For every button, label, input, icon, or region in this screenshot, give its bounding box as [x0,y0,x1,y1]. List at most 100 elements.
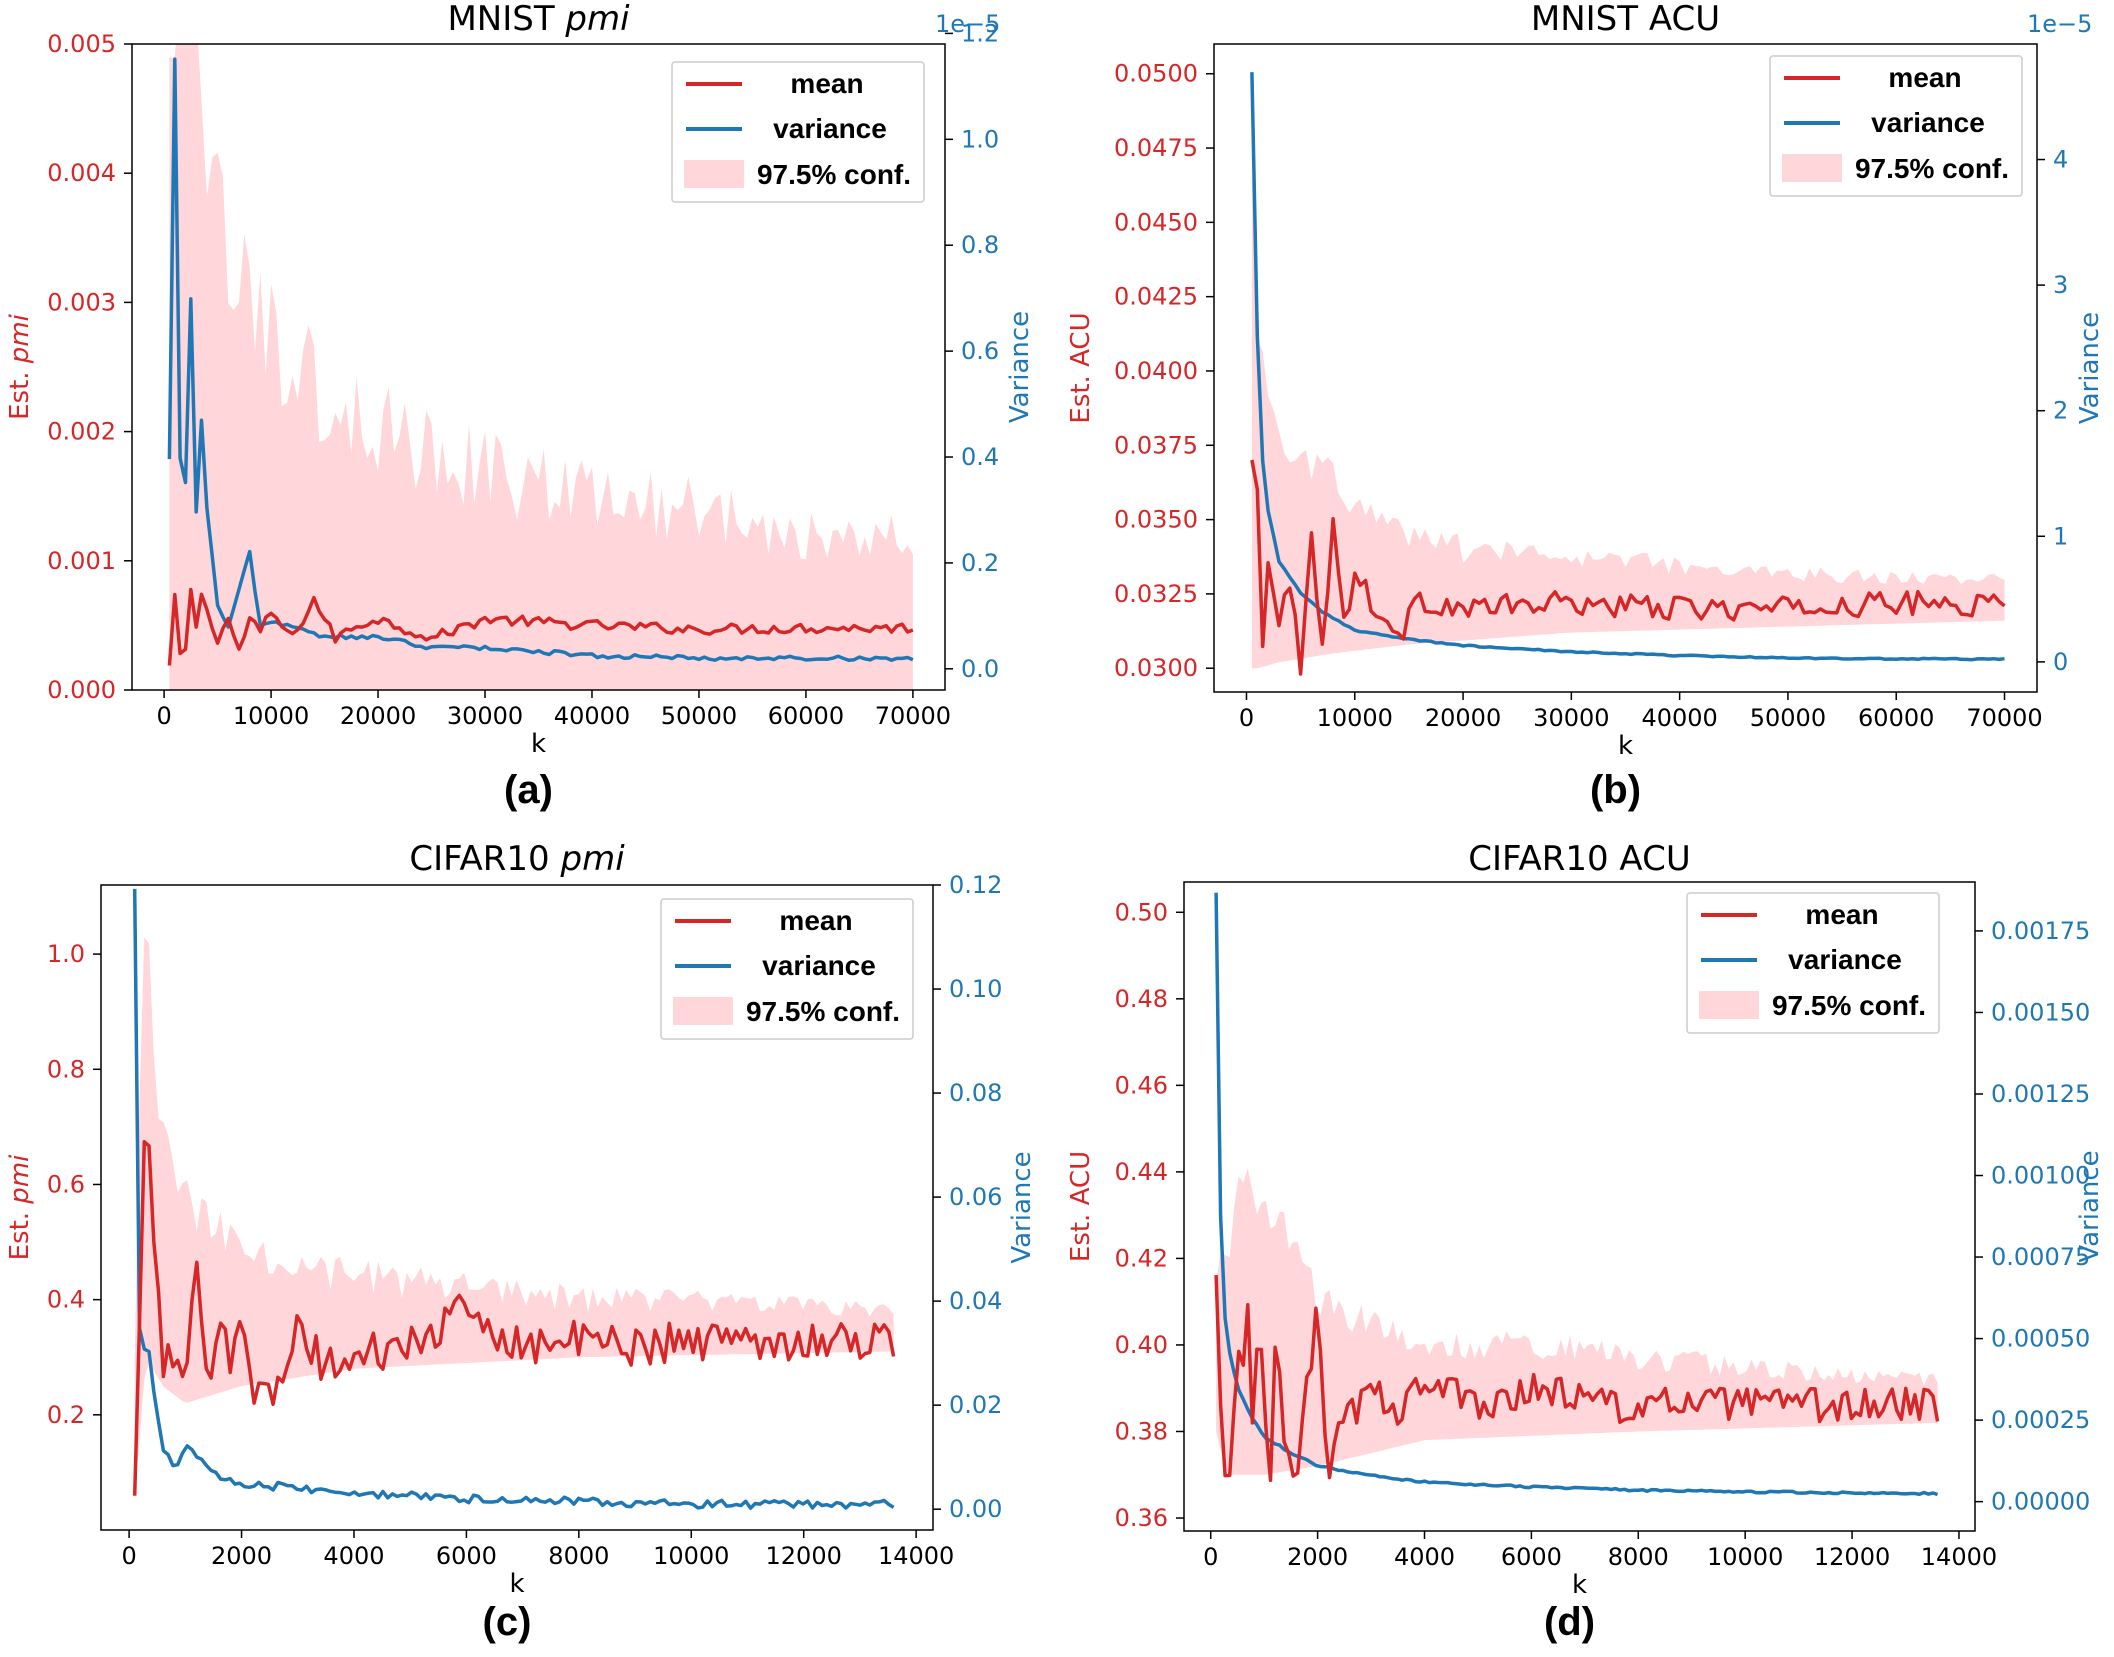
y-right-tick-label: 1 [2053,522,2068,550]
y-right-tick-label: 0.00 [949,1495,1002,1523]
y-left-tick-label: 0.2 [47,1401,85,1429]
x-tick-label: 20000 [1425,704,1501,732]
axes-frame [131,43,946,691]
y-right-tick-label: 0.06 [949,1183,1002,1211]
axes-frame [1183,881,1976,1532]
chart-title-main: CIFAR10 ACU [1468,839,1690,879]
x-tick-label: 12000 [766,1542,842,1570]
x-tick-label: 4000 [323,1542,384,1570]
panel-label: (b) [1590,768,1641,812]
x-tick-label: 30000 [1533,704,1609,732]
y-left-axis-label-main: Est. ACU [1066,312,1096,423]
y-left-tick-label: 0.0500 [1114,60,1198,88]
axes-frame [1213,43,2038,693]
y-left-axis-label-main: Est. ACU [1066,1151,1096,1262]
y-left-axis-label: Est. ACU [1066,312,1096,423]
legend-mean-label: mean [790,68,863,99]
y-right-tick-label: 0.00025 [1991,1406,2090,1434]
y-left-axis-label: Est. pmi [5,313,35,420]
y-left-tick-label: 0.6 [47,1170,85,1198]
x-tick-label: 0 [1203,1543,1218,1571]
x-tick-label: 70000 [875,702,951,730]
legend: mean variance 97.5% conf. [660,898,914,1040]
legend-variance-label: variance [1871,107,1985,138]
y-left-axis-label-italic: pmi [5,313,35,364]
chart-panel-1: 0 10000 20000 30000 40000 50000 60000 700000.00… [5,0,1035,812]
x-tick-label: 60000 [1858,704,1934,732]
chart-panel-3: 0 2000 4000 6000 8000 10000 12000 14000 0.2 0.4 0.… [5,839,1037,1644]
chart-title-main: MNIST [447,0,565,39]
chart-title: MNIST ACU [1531,0,1720,39]
chart-title: CIFAR10 ACU [1468,839,1690,879]
y-left-tick-label: 0.44 [1115,1158,1168,1186]
x-tick-label: 6000 [436,1542,497,1570]
legend-conf-swatch [673,997,733,1025]
y-left-tick-label: 0.8 [47,1055,85,1083]
y-left-tick-label: 0.42 [1115,1244,1168,1272]
mean-line [132,1140,896,1496]
variance-line [1250,72,2005,662]
x-tick-label: 2000 [1287,1543,1348,1571]
y-left-tick-label: 0.000 [47,676,116,704]
y-left-axis-label-main: Est. [5,363,35,420]
x-axis-label: k [1572,1570,1587,1600]
y-left-tick-label: 0.0325 [1114,580,1198,608]
y-left-tick-label: 0.0450 [1114,208,1198,236]
y-right-tick-label: 0.08 [949,1079,1002,1107]
x-tick-label: 14000 [878,1542,954,1570]
x-tick-label: 0 [1239,704,1254,732]
panel-label: (a) [504,768,553,812]
legend-conf-label: 97.5% conf. [757,159,911,190]
x-tick-label: 6000 [1501,1543,1562,1571]
variance-line [132,888,895,1510]
y-left-axis-label-main: Est. [5,1204,35,1261]
x-tick-label: 60000 [768,702,844,730]
chart-panel-2: 0 10000 20000 30000 40000 50000 60000 70000 0.03… [1066,0,2105,812]
y-left-tick-label: 0.0475 [1114,134,1198,162]
y-left-tick-label: 0.003 [47,288,116,316]
panel-label: (d) [1544,1600,1595,1644]
y-right-tick-label: 0.00150 [1991,998,2090,1026]
legend-mean-label: mean [779,905,852,936]
y-left-tick-label: 0.48 [1115,985,1168,1013]
legend-conf-swatch [684,160,744,188]
y-right-tick-label: 4 [2053,146,2068,174]
y-right-tick-label: 0.04 [949,1287,1002,1315]
x-axis-label: k [509,1569,524,1599]
panel-label: (c) [483,1600,532,1644]
legend-variance-label: variance [773,113,887,144]
y-left-tick-label: 0.0425 [1114,283,1198,311]
y-right-tick-label: 0.10 [949,975,1002,1003]
y-left-tick-label: 0.0400 [1114,357,1198,385]
chart-title: MNIST pmi [447,0,630,39]
y-right-axis-label: Variance [2075,1150,2105,1262]
y-right-tick-label: 1.2 [961,19,999,47]
confidence-band [1216,1168,1938,1475]
legend: mean variance 97.5% conf. [1686,892,1940,1034]
y-right-tick-label: 0.6 [961,337,999,365]
x-tick-label: 10000 [653,1542,729,1570]
mean-line [167,587,914,666]
y-right-tick-label: 0.2 [961,549,999,577]
legend: mean variance 97.5% conf. [671,61,925,203]
y-right-tick-label: 0.00000 [1991,1488,2090,1516]
legend-conf-label: 97.5% conf. [1855,153,2009,184]
y-right-tick-label: 0.8 [961,231,999,259]
x-tick-label: 70000 [1966,704,2042,732]
legend-variance-label: variance [1788,944,1902,975]
y-left-tick-label: 0.50 [1115,898,1168,926]
y-right-axis-label: Variance [2075,312,2105,424]
legend-conf-label: 97.5% conf. [746,996,900,1027]
x-axis-label: k [1618,731,1633,761]
chart-title-italic: pmi [560,839,626,879]
y-left-axis-label: Est. ACU [1066,1151,1096,1262]
legend-mean-label: mean [1888,62,1961,93]
x-tick-label: 10000 [1317,704,1393,732]
y-right-exponent: 1e−5 [2027,10,2092,38]
x-tick-label: 30000 [447,702,523,730]
chart-title-main: CIFAR10 [409,839,560,879]
y-left-tick-label: 0.0300 [1114,654,1198,682]
confidence-band [1251,166,2005,669]
y-left-tick-label: 0.0350 [1114,506,1198,534]
